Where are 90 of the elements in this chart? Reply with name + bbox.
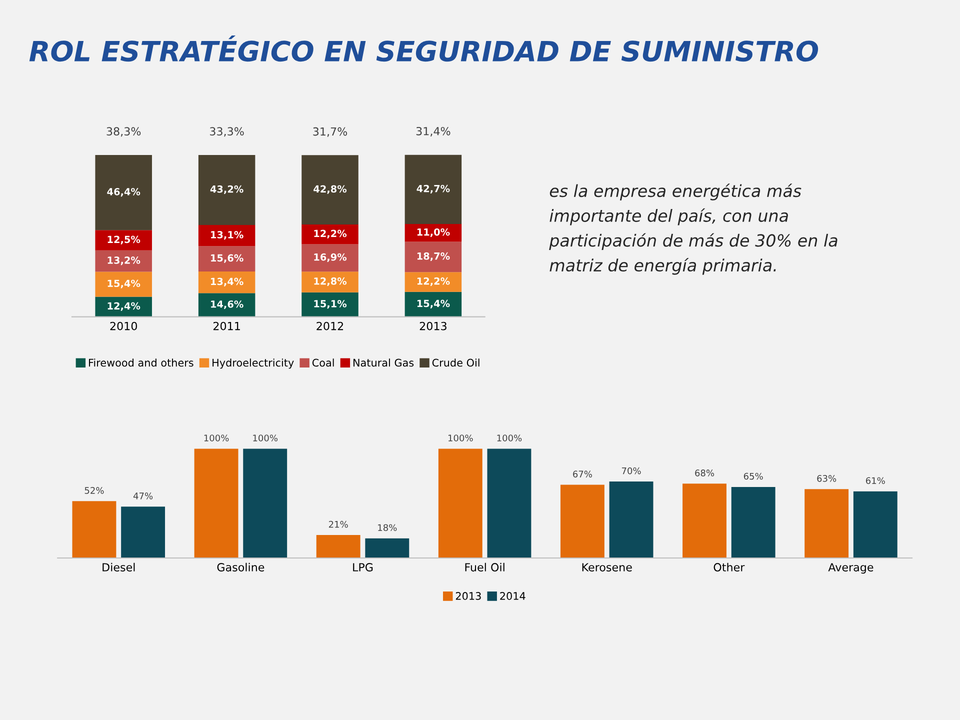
- bar: [198, 224, 256, 246]
- data-label: 46,4%: [107, 188, 140, 197]
- bar: [404, 154, 462, 224]
- x-tick-label: 2013: [420, 322, 446, 330]
- data-label: 63%: [817, 475, 836, 482]
- data-label: 18,7%: [417, 252, 450, 262]
- bar: [95, 230, 152, 250]
- x-tick-label: 2011: [213, 322, 240, 330]
- x-tick-label: Diesel: [102, 562, 135, 572]
- bar: [682, 484, 726, 558]
- text: 38,3%: [106, 127, 141, 137]
- x-tick-label: Average: [828, 563, 874, 574]
- data-label: 12,2%: [314, 230, 347, 238]
- bar: [731, 486, 776, 558]
- bar: [302, 292, 358, 317]
- text: es la empresa energética más importante del país, con una participación de más de 30% en la matriz de energía primaria.: [549, 184, 838, 275]
- data-label: 43,2%: [210, 185, 244, 194]
- bar: [560, 484, 604, 558]
- bar: [198, 271, 256, 294]
- data-label: 52%: [84, 487, 104, 494]
- x-tick-label: Gasoline: [217, 562, 264, 572]
- bar: [194, 448, 238, 558]
- legend-label: Firewood and others: [88, 358, 194, 367]
- x-tick-label: Other: [714, 562, 745, 572]
- data-label: 47%: [133, 492, 153, 500]
- x-tick-label: Fuel Oil: [465, 562, 504, 572]
- data-label: 13,2%: [108, 256, 140, 266]
- text: 33,3%: [210, 127, 244, 137]
- data-label: 100%: [253, 434, 278, 442]
- bar: [72, 501, 116, 558]
- legend-label: 2014: [500, 592, 526, 600]
- legend-label: 2013: [456, 592, 481, 600]
- data-label: 13,4%: [211, 278, 244, 286]
- text: 31,4%: [416, 126, 450, 136]
- bar: [365, 538, 410, 558]
- data-label: 12,8%: [314, 277, 347, 286]
- x-tick-label: LPG: [353, 563, 373, 572]
- data-label: 67%: [573, 470, 592, 478]
- legend-label: Coal: [312, 358, 334, 367]
- bar: [198, 246, 256, 272]
- bar: [609, 482, 654, 558]
- chart-title: ROL ESTRATÉGICO EN SEGURIDAD DE SUMINISTRO: [29, 36, 818, 62]
- data-label: 13,1%: [211, 231, 244, 240]
- data-label: 15,1%: [314, 300, 347, 309]
- x-tick-label: 2010: [110, 322, 137, 330]
- x-tick-label: 2012: [316, 322, 344, 330]
- bar: [302, 155, 358, 224]
- data-label: 68%: [695, 470, 714, 476]
- bar: [804, 489, 849, 558]
- bar: [243, 448, 288, 558]
- bar: [404, 272, 462, 292]
- bar: [302, 224, 358, 244]
- bar: [853, 491, 898, 558]
- bar: [95, 272, 152, 297]
- bar: [121, 506, 166, 558]
- data-label: 15,4%: [417, 300, 450, 308]
- bar: [404, 242, 462, 272]
- legend-label: Natural Gas: [354, 358, 414, 367]
- data-label: 42,7%: [416, 184, 450, 194]
- bar: [316, 535, 360, 558]
- data-label: 11,0%: [417, 228, 450, 237]
- data-label: 21%: [328, 520, 348, 528]
- data-label: 100%: [448, 434, 473, 442]
- data-label: 12,4%: [108, 302, 140, 311]
- bar: [198, 293, 256, 317]
- bar: [302, 272, 358, 292]
- data-label: 42,8%: [314, 185, 347, 194]
- bar: [302, 244, 358, 272]
- data-label: 12,5%: [108, 236, 140, 244]
- bar: [95, 154, 152, 230]
- bar: [438, 448, 482, 558]
- data-label: 65%: [744, 472, 763, 480]
- data-label: 100%: [204, 434, 229, 442]
- data-label: 15,4%: [108, 280, 140, 288]
- data-label: 61%: [866, 477, 885, 484]
- legend-label: Crude Oil: [432, 358, 480, 367]
- x-tick-label: Kerosene: [582, 563, 632, 572]
- bar: [198, 154, 256, 225]
- bar: [487, 448, 532, 558]
- data-label: 70%: [622, 467, 641, 474]
- data-label: 14,6%: [211, 300, 244, 310]
- data-label: 15,6%: [211, 254, 244, 263]
- data-label: 12,2%: [417, 277, 450, 286]
- legend-label: Hydroelectricity: [212, 358, 294, 369]
- data-label: 100%: [497, 434, 522, 442]
- data-label: 18%: [378, 524, 397, 532]
- bar: [95, 250, 152, 272]
- bar: [404, 224, 462, 242]
- text: 31,7%: [313, 127, 348, 137]
- data-label: 16,9%: [314, 253, 347, 262]
